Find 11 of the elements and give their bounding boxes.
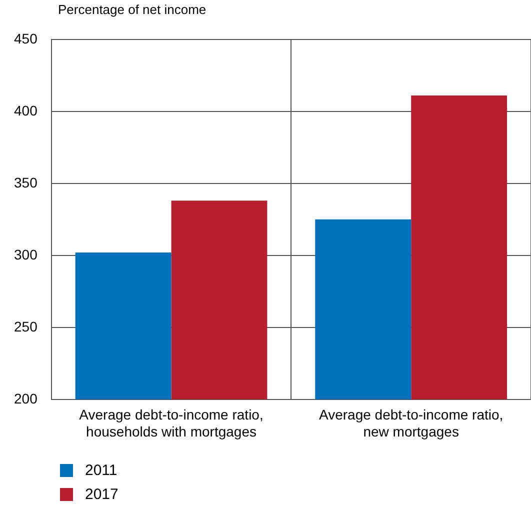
x-tick-label: Average debt-to-income ratio, new mortgages [318,406,504,440]
legend-label: 2011 [85,462,118,478]
y-tick-label: 200 [14,390,38,406]
y-tick-label: 450 [14,30,38,46]
y-tick-label: 300 [14,246,38,262]
x-tick-label: Average debt-to-income ratio, households with mortgages [79,406,264,440]
y-axis-title: Percentage of net income [58,2,206,17]
y-tick-label: 350 [14,174,38,190]
y-tick-label: 250 [14,318,38,334]
legend-label: 2017 [85,486,118,502]
y-tick-label: 400 [14,102,38,118]
